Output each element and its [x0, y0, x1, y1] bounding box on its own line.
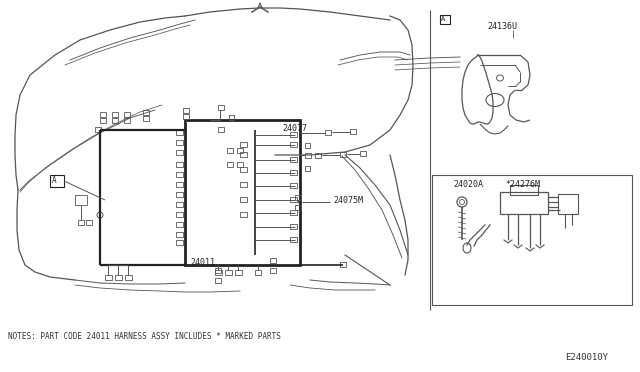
Bar [500, 192, 548, 214]
Bar [290, 197, 297, 202]
Bar [112, 112, 118, 117]
Bar [95, 127, 101, 132]
Text: A: A [441, 16, 445, 22]
Bar [315, 153, 321, 158]
Text: A: A [52, 176, 56, 185]
Bar [143, 116, 149, 121]
Bar [295, 205, 301, 210]
Bar [176, 222, 183, 227]
Text: 24011: 24011 [190, 258, 215, 267]
Bar [218, 105, 224, 110]
Bar [290, 170, 297, 175]
Bar [240, 152, 247, 157]
Bar [440, 15, 450, 24]
Bar [143, 110, 149, 115]
Bar [100, 112, 106, 117]
Bar [340, 262, 346, 267]
Bar [225, 270, 232, 275]
Bar [270, 258, 276, 263]
Bar [176, 212, 183, 217]
Bar [215, 270, 222, 275]
Bar [558, 194, 578, 214]
Bar [255, 270, 261, 275]
Bar [215, 268, 221, 273]
Bar [290, 224, 297, 229]
Bar [176, 232, 183, 237]
Bar [237, 148, 243, 153]
Bar [290, 237, 297, 242]
Text: *24276M: *24276M [505, 180, 540, 189]
Bar [237, 162, 243, 167]
Bar [240, 167, 247, 172]
Text: E240010Y: E240010Y [565, 353, 608, 362]
Bar [290, 210, 297, 215]
Bar [86, 220, 92, 225]
Bar [112, 118, 118, 123]
Bar [50, 175, 64, 187]
Text: 24020A: 24020A [453, 180, 483, 189]
Bar [240, 212, 247, 217]
Bar [218, 127, 224, 132]
Bar [290, 132, 297, 137]
Bar [215, 278, 221, 283]
Bar [270, 268, 276, 273]
Bar [78, 220, 84, 225]
Bar [227, 148, 233, 153]
Bar [105, 275, 112, 280]
Bar [176, 162, 183, 167]
Bar [290, 142, 297, 147]
Bar [75, 195, 87, 205]
Bar [325, 130, 331, 135]
Text: NOTES: PART CODE 24011 HARNESS ASSY INCLUDES * MARKED PARTS: NOTES: PART CODE 24011 HARNESS ASSY INCL… [8, 332, 281, 341]
Bar [229, 115, 234, 120]
Text: 24075M: 24075M [333, 196, 363, 205]
Bar [240, 142, 247, 147]
Bar [360, 151, 366, 156]
Bar [305, 143, 310, 148]
Text: 24136U: 24136U [487, 22, 517, 31]
Bar [125, 275, 132, 280]
Bar [350, 129, 356, 134]
Bar [176, 140, 183, 145]
Bar [100, 118, 106, 123]
Bar [240, 197, 247, 202]
Bar [290, 157, 297, 162]
Bar [115, 275, 122, 280]
Bar [185, 120, 300, 265]
Bar [176, 150, 183, 155]
Bar [510, 185, 538, 195]
Bar [432, 175, 632, 305]
Bar [183, 108, 189, 113]
Bar [340, 152, 346, 157]
Bar [124, 112, 130, 117]
Bar [305, 166, 310, 171]
Bar [290, 183, 297, 188]
Bar [176, 240, 183, 245]
Bar [176, 172, 183, 177]
Bar [295, 195, 301, 200]
Bar [227, 162, 233, 167]
Bar [176, 192, 183, 197]
Bar [305, 153, 311, 158]
Bar [176, 182, 183, 187]
Bar [176, 130, 183, 135]
Bar [124, 118, 130, 123]
Bar [240, 182, 247, 187]
Bar [235, 270, 242, 275]
Bar [176, 202, 183, 207]
Text: 24077: 24077 [282, 124, 307, 133]
Bar [183, 114, 189, 119]
